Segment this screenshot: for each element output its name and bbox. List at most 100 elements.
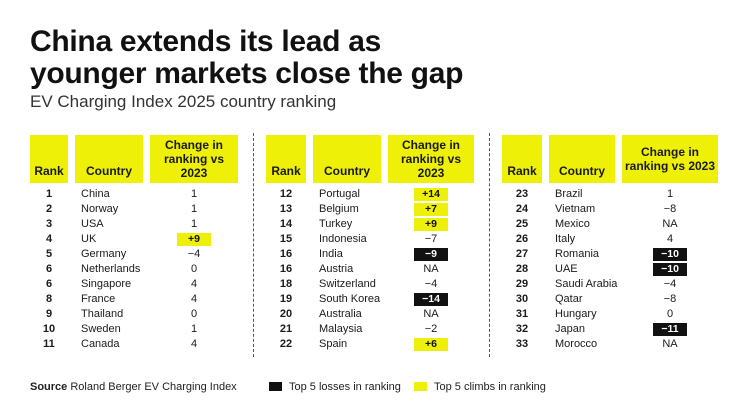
- rank-cell: 25: [515, 218, 529, 230]
- header-rank: Rank: [266, 135, 306, 183]
- country-cell: Italy: [555, 233, 576, 245]
- country-cell: Hungary: [555, 308, 597, 320]
- change-cell: 1: [190, 188, 198, 200]
- change-cell: 1: [666, 188, 674, 200]
- rank-cell: 18: [279, 278, 293, 290]
- table-row: 1 China 1: [30, 187, 238, 202]
- country-cell: Austria: [319, 263, 354, 275]
- rank-cell: 12: [279, 188, 293, 200]
- country-cell: China: [81, 188, 110, 200]
- legend-climb-swatch: [414, 382, 427, 391]
- ranking-panel-2: Rank Country Change in ranking vs 2023 12 Por…: [266, 135, 474, 355]
- country-cell: France: [81, 293, 116, 305]
- country-cell: Qatar: [555, 293, 583, 305]
- table-row: 12 Portugal +14: [266, 187, 474, 202]
- country-cell: UK: [81, 233, 97, 245]
- rank-cell: 29: [515, 278, 529, 290]
- rank-cell: 8: [45, 293, 53, 305]
- table-row: 24 Vietnam −8: [502, 202, 718, 217]
- table-row: 28 UAE −10: [502, 262, 718, 277]
- rank-cell: 5: [45, 248, 53, 260]
- country-cell: Romania: [555, 248, 600, 260]
- change-cell: NA: [662, 218, 678, 230]
- rank-cell: 22: [279, 338, 293, 350]
- change-cell: −2: [424, 323, 438, 335]
- rank-cell: 23: [515, 188, 529, 200]
- rank-cell: 31: [515, 308, 529, 320]
- country-cell: Indonesia: [319, 233, 367, 245]
- table-row: 4 UK +9: [30, 232, 238, 247]
- source-text: Roland Berger EV Charging Index: [70, 381, 237, 393]
- rank-cell: 16: [279, 248, 293, 260]
- country-cell: India: [319, 248, 343, 260]
- header-change: Change in ranking vs 2023: [388, 135, 474, 183]
- chart-subtitle: EV Charging Index 2025 country ranking: [30, 92, 337, 111]
- change-cell: 1: [190, 218, 198, 230]
- table-row: 32 Japan −11: [502, 322, 718, 337]
- change-cell: −14: [388, 292, 474, 307]
- rank-cell: 21: [279, 323, 293, 335]
- country-cell: USA: [81, 218, 104, 230]
- table-row: 5 Germany −4: [30, 247, 238, 262]
- table-row: 30 Qatar −8: [502, 292, 718, 307]
- change-cell: 4: [666, 233, 674, 245]
- country-cell: Switzerland: [319, 278, 376, 290]
- header-change: Change in ranking vs 2023: [150, 135, 238, 183]
- table-row: 25 Mexico NA: [502, 217, 718, 232]
- title-line-2: younger markets close the gap: [30, 57, 464, 90]
- country-cell: Netherlands: [81, 263, 141, 275]
- table-row: 10 Sweden 1: [30, 322, 238, 337]
- change-cell: −8: [663, 203, 677, 215]
- rank-cell: 10: [42, 323, 56, 335]
- table-row: 11 Canada 4: [30, 337, 238, 352]
- change-cell: +6: [388, 337, 474, 352]
- loss-badge: −11: [653, 323, 687, 336]
- country-cell: Brazil: [555, 188, 583, 200]
- country-cell: Singapore: [81, 278, 132, 290]
- change-cell: 0: [190, 263, 198, 275]
- source-label: Source: [30, 381, 68, 393]
- change-cell: 4: [190, 338, 198, 350]
- header-rank: Rank: [30, 135, 68, 183]
- change-cell: −4: [187, 248, 201, 260]
- change-cell: 0: [190, 308, 198, 320]
- table-row: 33 Morocco NA: [502, 337, 718, 352]
- table-row: 8 France 4: [30, 292, 238, 307]
- title-line-1: China extends its lead as: [30, 25, 381, 58]
- header-rank: Rank: [502, 135, 542, 183]
- country-cell: Australia: [319, 308, 362, 320]
- country-cell: South Korea: [319, 293, 381, 305]
- table-row: 23 Brazil 1: [502, 187, 718, 202]
- header-change: Change in ranking vs 2023: [622, 135, 718, 183]
- table-row: 3 USA 1: [30, 217, 238, 232]
- country-cell: Norway: [81, 203, 119, 215]
- country-cell: Vietnam: [555, 203, 596, 215]
- rank-cell: 15: [279, 233, 293, 245]
- table-row: 2 Norway 1: [30, 202, 238, 217]
- table-row: 21 Malaysia −2: [266, 322, 474, 337]
- table-row: 26 Italy 4: [502, 232, 718, 247]
- rank-cell: 11: [43, 338, 55, 350]
- change-cell: −7: [424, 233, 438, 245]
- panel-divider-1: [253, 133, 254, 357]
- legend-loss-label: Top 5 losses in ranking: [289, 381, 401, 393]
- country-cell: Malaysia: [319, 323, 363, 335]
- country-cell: Canada: [81, 338, 120, 350]
- table-row: 31 Hungary 0: [502, 307, 718, 322]
- rank-cell: 28: [515, 263, 529, 275]
- change-cell: −8: [663, 293, 677, 305]
- country-cell: UAE: [555, 263, 578, 275]
- change-cell: NA: [423, 308, 439, 320]
- country-cell: Saudi Arabia: [555, 278, 618, 290]
- rank-cell: 6: [45, 263, 53, 275]
- country-cell: Sweden: [81, 323, 121, 335]
- change-cell: NA: [423, 263, 439, 275]
- header-country: Country: [75, 135, 143, 183]
- change-cell: 1: [190, 323, 198, 335]
- table-row: 13 Belgium +7: [266, 202, 474, 217]
- rank-cell: 32: [515, 323, 529, 335]
- panel-divider-2: [489, 133, 490, 357]
- country-cell: Thailand: [81, 308, 124, 320]
- source-note: Source Roland Berger EV Charging Index: [30, 380, 237, 394]
- header-country: Country: [313, 135, 381, 183]
